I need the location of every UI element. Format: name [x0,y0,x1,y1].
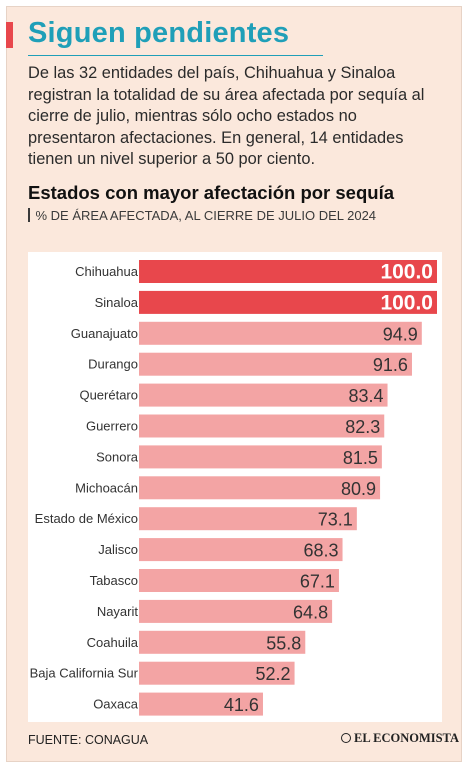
chart-subtitle-row: % DE ÁREA AFECTADA, AL CIERRE DE JULIO D… [28,208,376,223]
bar-guerrero [139,414,385,438]
bar-estado-de-méxico [139,507,357,531]
category-label: Sonora [96,449,139,464]
bar-sinaloa [139,290,437,314]
intro-paragraph: De las 32 entidades del país, Chihuahua … [28,64,425,169]
bar-baja-california-sur [139,661,295,685]
bar-durango [139,352,412,376]
category-label: Chihuahua [75,264,139,279]
value-label: 64.8 [293,602,328,622]
subtitle-separator [28,208,30,222]
value-label: 100.0 [380,261,433,284]
category-label: Jalisco [98,542,138,557]
value-label: 91.6 [373,355,408,375]
value-label: 68.3 [303,541,338,561]
category-label: Coahuila [87,635,139,650]
chart-title: Estados con mayor afectación por sequía [28,182,394,203]
category-label: Sinaloa [95,295,139,310]
category-label: Baja California Sur [30,666,139,681]
bar-coahuila [139,630,306,654]
source-note: FUENTE: CONAGUA [28,733,149,747]
chart-panel: Chihuahua 100.0 Sinaloa 100.0 Guanajuato 94.9… [28,252,442,722]
bar-chihuahua [139,260,437,283]
category-label: Nayarit [97,604,139,619]
value-label: 94.9 [383,324,418,344]
value-label: 41.6 [224,695,259,715]
category-label: Estado de México [35,511,138,526]
category-label: Querétaro [79,388,138,403]
bar-sonora [139,445,382,469]
bar-tabasco [139,569,339,592]
bar-oaxaca [139,692,263,716]
bar-michoacán [139,476,381,500]
value-label: 55.8 [266,633,301,653]
logo-text: EL ECONOMISTA [354,731,459,745]
value-label: 52.2 [256,664,291,684]
title-accent-bar [6,22,13,48]
category-label: Guanajuato [71,326,138,341]
value-label: 80.9 [341,479,376,499]
page-title: Siguen pendientes [28,17,290,49]
category-label: Tabasco [90,573,138,588]
publisher-logo: EL ECONOMISTA [341,731,459,746]
category-label: Durango [88,357,138,372]
bar-nayarit [139,599,333,623]
chart-subtitle: % DE ÁREA AFECTADA, AL CIERRE DE JULIO D… [35,208,377,223]
value-label: 67.1 [300,572,335,592]
value-label: 82.3 [345,417,380,437]
bar-guanajuato [139,321,422,345]
category-label: Oaxaca [93,697,139,712]
bar-chart: Chihuahua 100.0 Sinaloa 100.0 Guanajuato 94.9… [30,260,437,716]
value-label: 73.1 [318,510,353,530]
title-underline [28,55,323,56]
bar-querétaro [139,383,388,407]
value-label: 83.4 [348,386,383,406]
value-label: 100.0 [380,291,433,314]
category-label: Michoacán [75,480,138,495]
logo-circle-icon [341,733,351,743]
bar-jalisco [139,538,343,562]
category-label: Guerrero [86,419,138,434]
value-label: 81.5 [343,448,378,468]
